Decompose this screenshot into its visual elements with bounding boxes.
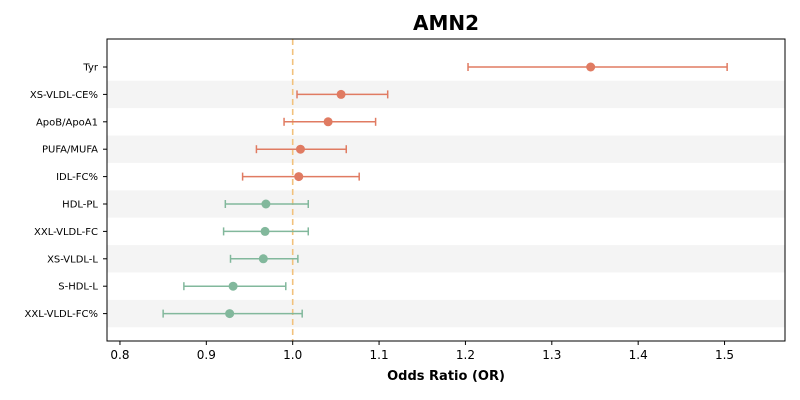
estimate-row — [283, 117, 377, 127]
estimate-row — [255, 144, 347, 154]
row-band — [107, 135, 785, 163]
point-estimate — [225, 309, 235, 319]
y-tick-label: XXL-VLDL-FC% — [25, 309, 98, 320]
x-tick-label: 1.5 — [715, 348, 734, 362]
y-tick-label: XXL-VLDL-FC — [34, 227, 98, 238]
y-tick-label: S-HDL-L — [58, 282, 98, 293]
x-axis: 0.8 0.9 1.0 1.1 1.2 1.3 1.4 1.5 — [110, 341, 734, 362]
row-band — [107, 190, 785, 218]
chart-title: AMN2 — [413, 11, 479, 35]
estimate-row — [296, 89, 389, 99]
row-band — [107, 80, 785, 109]
point-estimate — [323, 117, 333, 127]
estimate-row — [183, 281, 287, 291]
plot-frame — [106, 38, 786, 342]
estimate-row — [162, 309, 303, 319]
plot-marks — [162, 62, 728, 319]
row-band — [107, 245, 785, 273]
point-estimate — [586, 62, 596, 72]
y-tick-label: XS-VLDL-L — [47, 254, 98, 265]
x-tick-label: 1.1 — [370, 348, 389, 362]
x-tick-label: 1.2 — [456, 348, 475, 362]
point-estimate — [258, 254, 268, 264]
y-tick-label: IDL-FC% — [56, 172, 98, 183]
y-axis: Tyr XS-VLDL-CE% ApoB/ApoA1 PUFA/MUFA IDL-FC%… — [25, 63, 107, 320]
y-tick-label: PUFA/MUFA — [42, 145, 98, 156]
point-estimate — [260, 226, 270, 236]
y-tick-label: HDL-PL — [62, 200, 98, 211]
estimate-row — [224, 199, 309, 209]
estimate-row — [229, 254, 299, 264]
x-tick-label: 1.0 — [283, 348, 302, 362]
point-estimate — [228, 281, 238, 291]
point-estimate — [294, 172, 304, 182]
x-tick-label: 1.4 — [629, 348, 648, 362]
y-tick-label: XS-VLDL-CE% — [30, 90, 98, 101]
x-axis-label: Odds Ratio (OR) — [387, 369, 505, 384]
x-tick-label: 0.8 — [110, 348, 129, 362]
row-bands — [107, 80, 785, 328]
point-estimate — [336, 89, 346, 99]
y-tick-label: ApoB/ApoA1 — [36, 117, 98, 128]
estimate-row — [241, 172, 360, 182]
point-estimate — [261, 199, 271, 209]
estimate-row — [467, 62, 728, 72]
y-tick-label: Tyr — [82, 63, 98, 74]
x-tick-label: 0.9 — [197, 348, 216, 362]
point-estimate — [295, 144, 305, 154]
estimate-row — [222, 226, 309, 236]
x-tick-label: 1.3 — [542, 348, 561, 362]
